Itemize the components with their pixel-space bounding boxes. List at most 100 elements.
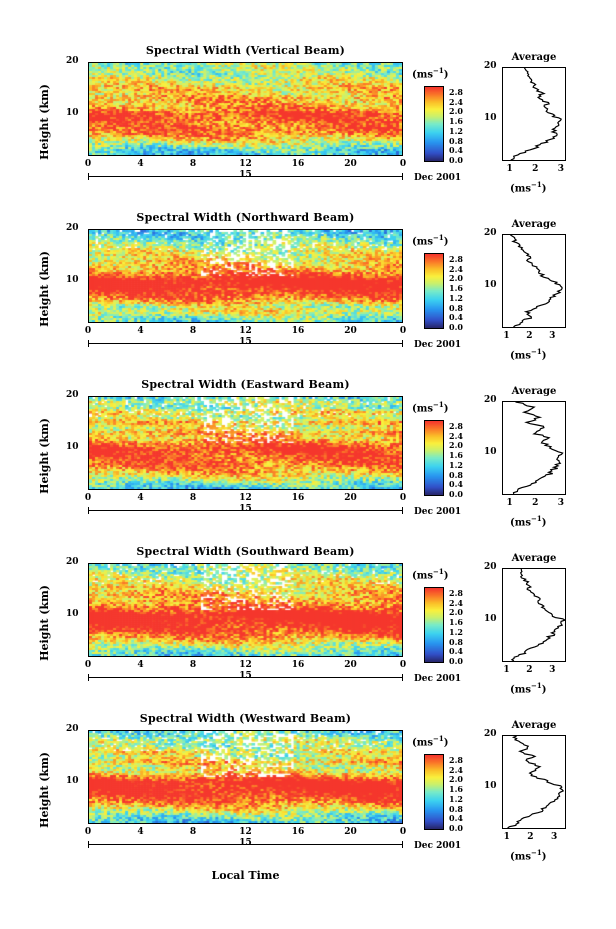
- colorbar-tick-label: 0.4: [449, 312, 463, 323]
- date-label: Dec 2001: [414, 507, 462, 517]
- units-close: ): [443, 737, 449, 749]
- x-tick-label: 4: [137, 326, 144, 336]
- average-units: (ms−1): [510, 347, 546, 361]
- y-tick-label: 10: [66, 442, 79, 453]
- colorbar-tick-label: 1.2: [449, 626, 463, 637]
- average-profile: [502, 401, 566, 495]
- colorbar-canvas: [425, 755, 443, 829]
- colorbar-tick-label: 0.8: [449, 803, 463, 814]
- average-y-tick-label: 10: [484, 781, 497, 792]
- date-day-label: 15: [239, 337, 252, 347]
- heatmap-canvas: [89, 230, 402, 322]
- colorbar-tick-label: 1.2: [449, 459, 463, 470]
- avg-units-text: (ms: [510, 350, 531, 362]
- panel-title: Spectral Width (Southward Beam): [136, 545, 355, 558]
- average-x-tick-label: 1: [506, 164, 513, 174]
- x-tick-label: 0: [399, 493, 407, 503]
- colorbar-units: (ms−1): [412, 734, 448, 748]
- colorbar-tick-label: 1.6: [449, 116, 463, 127]
- avg-units-exponent: −1: [530, 681, 542, 690]
- units-exponent: −1: [432, 567, 444, 576]
- heatmap: [88, 730, 403, 824]
- colorbar-tick-label: 0.8: [449, 469, 463, 480]
- x-tick-label: 12: [239, 326, 252, 336]
- y-tick-label: 10: [66, 609, 79, 620]
- average-y-tick-label: 10: [484, 280, 497, 291]
- colorbar-tick-label: 2.4: [449, 430, 463, 441]
- average-units: (ms−1): [510, 180, 546, 194]
- x-axis-label: Local Time: [211, 869, 280, 882]
- colorbar-tick-label: 2.8: [449, 254, 463, 264]
- x-tick-label: 0: [399, 660, 407, 670]
- x-tick-label: 0: [84, 827, 92, 837]
- avg-units-exponent: −1: [530, 514, 542, 523]
- x-tick-label: 16: [291, 326, 305, 336]
- average-profile-line: [510, 68, 562, 160]
- units-exponent: −1: [432, 400, 444, 409]
- units-text: (ms: [412, 69, 433, 81]
- date-axis-line: [88, 841, 403, 848]
- colorbar-tick-label: 1.6: [449, 617, 463, 628]
- panel-4: Spectral Width (Westward Beam) Height (km…: [0, 712, 616, 880]
- colorbar-tick-label: 2.8: [449, 87, 463, 97]
- colorbar: [424, 253, 444, 329]
- x-tick-label: 8: [189, 827, 197, 837]
- units-exponent: −1: [432, 233, 444, 242]
- y-axis-label: Height (km): [38, 251, 51, 327]
- average-y-tick-label: 20: [484, 729, 497, 739]
- average-profile: [502, 735, 566, 829]
- colorbar-tick-label: 0.0: [449, 822, 463, 833]
- colorbar-tick-label: 2.0: [449, 774, 463, 785]
- colorbar-tick-label: 0.0: [449, 655, 463, 666]
- y-tick-label: 10: [66, 108, 79, 119]
- units-text: (ms: [412, 570, 433, 582]
- y-tick-label: 10: [66, 776, 79, 787]
- average-profile-plot: [510, 68, 562, 160]
- x-tick-label: 12: [239, 660, 252, 670]
- avg-units-text: (ms: [510, 851, 531, 863]
- units-close: ): [443, 403, 449, 415]
- average-y-tick-label: 20: [484, 395, 497, 405]
- x-tick-label: 0: [399, 827, 407, 837]
- colorbar-tick-label: 1.2: [449, 793, 463, 804]
- average-profile-plot: [512, 402, 564, 494]
- heatmap: [88, 396, 403, 490]
- average-units: (ms−1): [510, 681, 546, 695]
- colorbar-tick-label: 2.0: [449, 106, 463, 117]
- average-profile-line: [512, 402, 564, 494]
- date-label: Dec 2001: [414, 841, 462, 851]
- panel-1: Spectral Width (Northward Beam) Height (k…: [0, 211, 616, 379]
- average-profile-line: [507, 736, 565, 828]
- panel-2: Spectral Width (Eastward Beam) Height (km…: [0, 378, 616, 546]
- panel-title: Spectral Width (Northward Beam): [136, 211, 355, 224]
- average-title: Average: [511, 553, 557, 564]
- average-profile-line: [510, 235, 563, 327]
- avg-units-exponent: −1: [530, 180, 542, 189]
- colorbar-tick-label: 0.8: [449, 302, 463, 313]
- avg-units-close: ): [541, 350, 547, 362]
- x-tick-label: 20: [344, 660, 357, 670]
- colorbar-tick-label: 1.2: [449, 125, 463, 136]
- colorbar-tick-label: 2.8: [449, 421, 463, 431]
- colorbar-canvas: [425, 87, 443, 161]
- x-tick-label: 12: [239, 827, 252, 837]
- average-x-tick-label: 1: [503, 331, 510, 341]
- units-exponent: −1: [432, 734, 444, 743]
- panel-title: Spectral Width (Eastward Beam): [141, 378, 350, 391]
- average-x-tick-label: 2: [532, 498, 539, 508]
- colorbar-tick-label: 0.8: [449, 135, 463, 146]
- heatmap-canvas: [89, 397, 402, 489]
- x-tick-label: 8: [189, 326, 197, 336]
- colorbar: [424, 587, 444, 663]
- colorbar-units: (ms−1): [412, 66, 448, 80]
- colorbar: [424, 754, 444, 830]
- heatmap: [88, 229, 403, 323]
- colorbar-tick-label: 2.0: [449, 607, 463, 618]
- heatmap: [88, 563, 403, 657]
- colorbar-tick-label: 2.8: [449, 755, 463, 765]
- colorbar-canvas: [425, 588, 443, 662]
- panel-title: Spectral Width (Westward Beam): [139, 712, 352, 725]
- panel-3: Spectral Width (Southward Beam) Height (k…: [0, 545, 616, 713]
- avg-units-exponent: −1: [530, 848, 542, 857]
- average-y-tick-label: 20: [484, 61, 497, 71]
